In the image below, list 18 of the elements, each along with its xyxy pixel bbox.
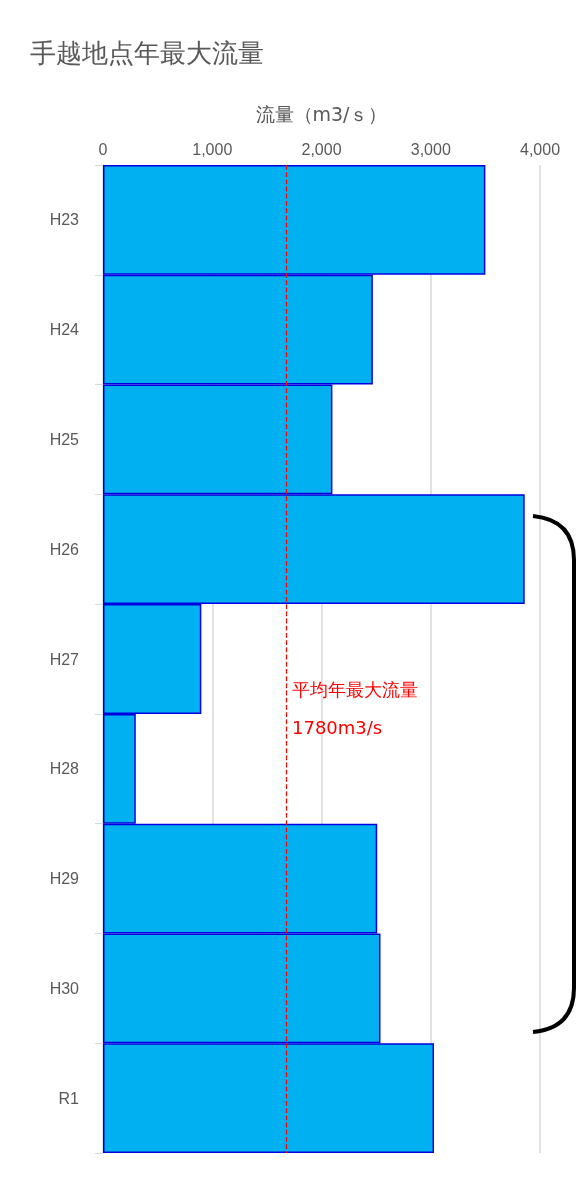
annotation: 平均年最大流量 <box>291 678 418 700</box>
y-tick-label: H25 <box>49 430 80 448</box>
x-tick-label: 4,000 <box>519 140 561 158</box>
x-tick-label: 1,000 <box>192 140 233 158</box>
x-tick-label: 2,000 <box>301 140 342 158</box>
y-tick-label: R1 <box>58 1089 80 1107</box>
y-tick-label: H26 <box>49 540 80 558</box>
y-tick-label: H27 <box>49 650 80 668</box>
y-tick-label: H28 <box>49 760 80 778</box>
y-tick-label: H24 <box>49 321 80 339</box>
y-tick-label: H23 <box>49 211 80 229</box>
x-tick-label: 0 <box>98 140 108 158</box>
x-axis-title: 流量（m3/ｓ） <box>255 102 388 125</box>
annotation: 1780m3/s <box>291 716 383 738</box>
y-tick-label: H30 <box>49 979 80 997</box>
y-tick-label: H29 <box>49 870 80 888</box>
chart-title: 手越地点年最大流量 <box>30 37 264 70</box>
x-tick-label: 3,000 <box>410 140 451 158</box>
